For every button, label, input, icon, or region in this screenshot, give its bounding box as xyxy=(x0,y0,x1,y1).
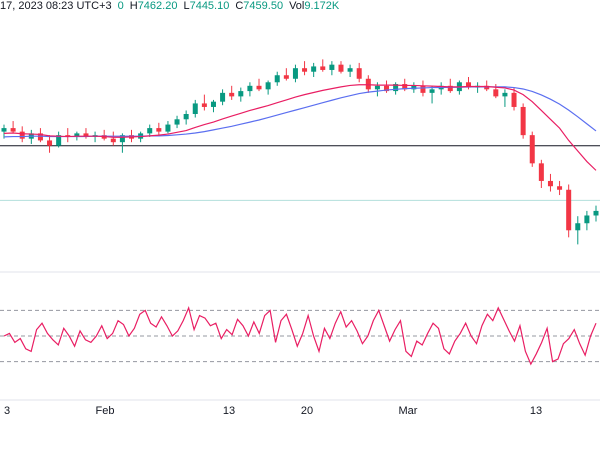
candle-body xyxy=(402,84,408,90)
candle-body xyxy=(484,85,490,90)
vol-label: Vol xyxy=(289,0,305,12)
candle-body xyxy=(56,135,62,146)
candle-body xyxy=(156,128,162,132)
header-close: C7459.50 xyxy=(235,0,283,12)
candle-body xyxy=(238,91,244,97)
high-label: H xyxy=(129,0,138,12)
close-value: 7459.50 xyxy=(243,0,284,12)
candle-body xyxy=(265,82,271,90)
high-value: 7462.20 xyxy=(137,0,178,12)
candle-body xyxy=(365,78,371,90)
candle-body xyxy=(83,133,89,137)
candle-body xyxy=(19,131,25,139)
header-volume: Vol9.172K xyxy=(289,0,339,12)
rsi-line xyxy=(3,305,597,366)
candle-body xyxy=(511,92,517,107)
candle-body xyxy=(502,92,508,97)
candle-body xyxy=(520,106,526,136)
moving-averages-layer xyxy=(3,84,597,171)
vol-value: 9.172K xyxy=(304,0,340,12)
candle-body xyxy=(283,75,289,79)
candle-body xyxy=(575,223,581,231)
candle-body xyxy=(37,133,43,141)
ohlc-header: 17, 2023 08:23 UTC+3 0 H7462.20 L7445.10… xyxy=(0,0,339,42)
candle-body xyxy=(429,89,435,93)
candle-body xyxy=(292,68,298,79)
candle-body xyxy=(566,189,572,231)
grid-layer xyxy=(0,271,600,401)
candle-body xyxy=(493,89,499,97)
candle-body xyxy=(247,85,253,92)
header-open: 0 xyxy=(118,0,124,12)
candle-body xyxy=(74,133,80,137)
candle-body xyxy=(47,140,53,146)
x-tick-label: 13 xyxy=(223,405,235,417)
candle-body xyxy=(210,101,216,107)
candle-body xyxy=(165,124,171,132)
candle-body xyxy=(356,68,362,79)
candle-body xyxy=(201,103,207,107)
header-high: H7462.20 xyxy=(130,0,178,12)
candle-body xyxy=(274,75,280,83)
candle-body xyxy=(465,82,471,88)
candle-body xyxy=(538,163,544,181)
close-label: C xyxy=(235,0,244,12)
header-low: L7445.10 xyxy=(183,0,229,12)
candle-body xyxy=(320,66,326,70)
low-label: L xyxy=(183,0,190,12)
candle-body xyxy=(447,85,453,92)
candle-body xyxy=(393,84,399,92)
candle-body xyxy=(311,66,317,72)
open-value: 0 xyxy=(117,0,124,12)
candle-body xyxy=(147,128,153,134)
candle-body xyxy=(183,114,189,120)
rsi-layer xyxy=(0,305,600,366)
x-tick-label: Feb xyxy=(96,405,115,417)
header-date: 17, 2023 08:23 UTC+3 xyxy=(0,0,112,12)
x-tick-label: Mar xyxy=(399,405,418,417)
candle-body xyxy=(329,64,335,70)
candle-body xyxy=(420,85,426,93)
candle-body xyxy=(584,215,590,224)
candle-body xyxy=(593,210,599,216)
ma-fast-line xyxy=(3,84,597,171)
candle-body xyxy=(10,128,16,132)
candle-body xyxy=(1,128,7,132)
levels-layer xyxy=(0,145,600,201)
low-value: 7445.10 xyxy=(189,0,230,12)
candle-body xyxy=(174,119,180,125)
candle-body xyxy=(229,92,235,97)
candle-body xyxy=(557,186,563,190)
x-tick-label: 3 xyxy=(4,405,10,417)
candle-body xyxy=(374,85,380,90)
candle-body xyxy=(110,138,116,143)
x-axis-layer: 3 Feb 13 20 Mar 13 xyxy=(4,405,542,417)
x-tick-label: 13 xyxy=(530,405,542,417)
candle-body xyxy=(302,68,308,72)
candle-body xyxy=(256,85,262,90)
x-tick-label: 20 xyxy=(301,405,313,417)
candle-body xyxy=(411,85,417,90)
candle-body xyxy=(384,85,390,92)
candle-body xyxy=(547,180,553,187)
candle-body xyxy=(119,135,125,143)
candle-body xyxy=(220,92,226,102)
candle-body xyxy=(529,135,535,164)
candle-body xyxy=(347,68,353,72)
candle-body xyxy=(192,103,198,114)
candle-body xyxy=(338,64,344,72)
